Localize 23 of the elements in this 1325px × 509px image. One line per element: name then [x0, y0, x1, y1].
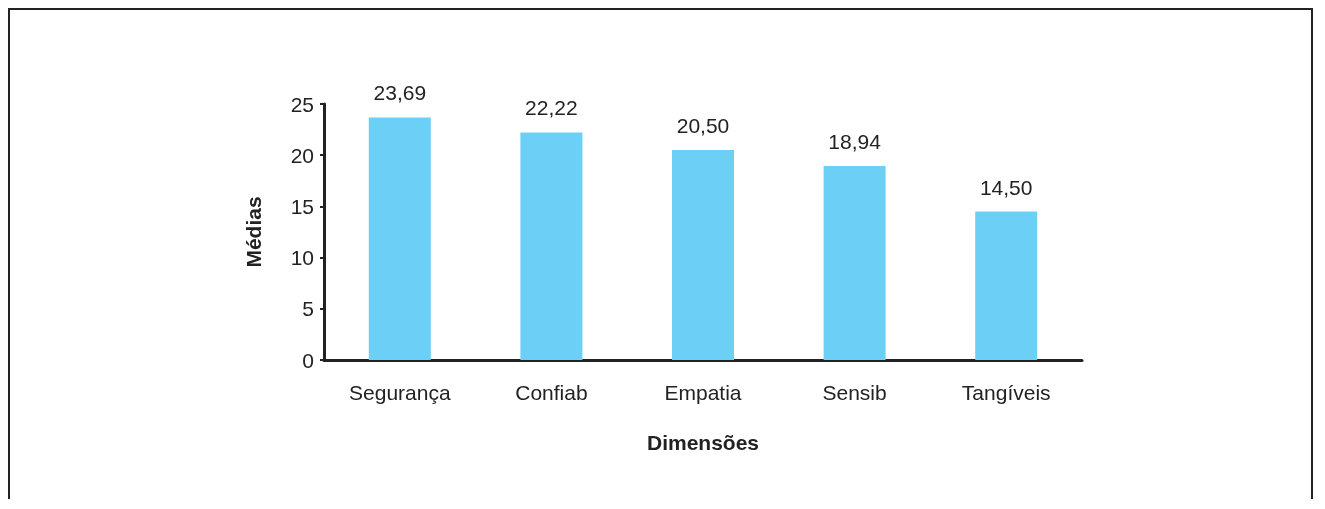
x-tick-label: Confiab — [515, 381, 588, 404]
y-tick-label: 20 — [290, 143, 314, 167]
data-label: 22,22 — [525, 96, 578, 120]
y-tick-label: 10 — [290, 246, 314, 270]
data-label: 14,50 — [979, 175, 1033, 199]
y-tick-label: 15 — [290, 194, 314, 218]
x-tick-label: Sensib — [822, 381, 887, 404]
y-tick-label: 5 — [302, 297, 314, 321]
bar — [368, 117, 431, 360]
bar — [520, 132, 583, 360]
bar — [975, 211, 1038, 360]
x-tick-label: Empatia — [664, 381, 742, 404]
bar — [823, 166, 886, 360]
data-label: 23,69 — [373, 81, 427, 105]
bar — [672, 150, 734, 360]
x-axis-title: Dimensões — [646, 431, 760, 454]
y-axis-title: Médias — [242, 196, 265, 268]
y-tick-label: 25 — [290, 92, 314, 116]
x-tick-label: Segurança — [349, 381, 451, 404]
data-label: 20,50 — [676, 114, 730, 138]
y-tick-label: 0 — [302, 348, 314, 372]
data-label: 18,94 — [828, 130, 882, 154]
x-tick-label: Tangíveis — [961, 381, 1051, 404]
